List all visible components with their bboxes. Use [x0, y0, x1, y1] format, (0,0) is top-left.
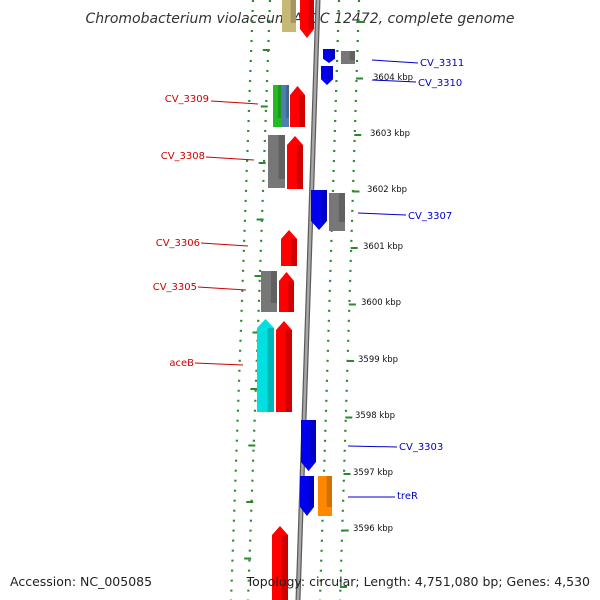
gene-tre-r-blue[interactable] [300, 476, 314, 516]
gene-cv-3307-gray[interactable] [329, 193, 345, 231]
gene-cv-3307-gray-shade [338, 193, 345, 222]
gene-cv-3307-blue-shade [320, 190, 327, 221]
gene-tre-r-blue-shade [308, 476, 314, 507]
gene-label-cv-3303[interactable]: CV_3303 [399, 442, 443, 453]
gene-label-cv-3311[interactable]: CV_3311 [420, 58, 464, 69]
gene-tre-r[interactable] [318, 476, 332, 516]
gene-cv-3309-green-shade [277, 85, 281, 118]
leader-line [347, 445, 398, 448]
topology-text: Topology: circular; Length: 4,751,080 bp… [246, 574, 590, 589]
kbp-tick-label: 3600 kbp [361, 298, 401, 308]
leader-line [205, 156, 255, 161]
leader-line [200, 242, 249, 247]
gene-cv-3306-shade [290, 239, 297, 266]
kbp-tick-label: 3597 kbp [353, 468, 393, 478]
ring-dotted-line [229, 0, 255, 600]
gene-cv-3303[interactable] [301, 420, 316, 471]
kbp-tick-label: 3603 kbp [370, 129, 410, 139]
gene-cv-3308-gray-shade [278, 135, 285, 179]
gene-cv-3310-shade [328, 66, 333, 80]
kbp-tick-label: 3601 kbp [363, 242, 403, 252]
gene-cv-3305-gray[interactable] [261, 271, 277, 312]
leader-line [371, 79, 417, 83]
gene-label-cv-3309[interactable]: CV_3309 [165, 94, 209, 105]
gene-label-ace-b[interactable]: aceB [169, 358, 194, 369]
gene-cv-3309[interactable] [290, 86, 305, 127]
gene-label-tre-r[interactable]: treR [397, 491, 418, 502]
accession-text: Accession: NC_005085 [10, 574, 152, 589]
gene-tre-r-shade [326, 476, 332, 507]
gene-label-cv-3307[interactable]: CV_3307 [408, 211, 452, 222]
leader-line [197, 286, 247, 291]
gene-label-cv-3305[interactable]: CV_3305 [153, 282, 197, 293]
kbp-tick-label: 3604 kbp [373, 73, 413, 83]
kbp-tick-label: 3602 kbp [367, 185, 407, 195]
leader-line [371, 59, 419, 64]
gene-cv-3311-gray[interactable] [341, 51, 355, 64]
gene-cv-3307-blue[interactable] [311, 190, 327, 230]
leader-line [194, 362, 244, 366]
gene-ace-b-shade [285, 330, 292, 412]
gene-red-bottom[interactable] [272, 526, 288, 600]
gene-labels: CV_3311 CV_3310 CV_3309 CV_3308 CV_3307 … [153, 58, 465, 502]
gene-cv-3309-steel[interactable] [281, 85, 289, 127]
leader-line [210, 100, 259, 105]
gene-label-cv-3310[interactable]: CV_3310 [418, 78, 462, 89]
gene-cv-3310[interactable] [321, 66, 333, 85]
gene-khaki-top-shade [290, 0, 296, 23]
gene-cv-3308-gray[interactable] [268, 135, 285, 188]
kbp-tick-label: 3598 kbp [355, 411, 395, 421]
gene-cv-3311-gray-shade [349, 51, 355, 61]
leader-line [357, 212, 407, 216]
gene-cv-3309-steel-shade [285, 85, 289, 118]
gene-label-cv-3306[interactable]: CV_3306 [156, 238, 200, 249]
gene-features [257, 0, 355, 600]
kbp-tick-label: 3596 kbp [353, 524, 393, 534]
gene-cv-3305-gray-shade [270, 271, 277, 303]
kbp-tick-label: 3599 kbp [358, 355, 398, 365]
gene-ace-b-cyan-shade [267, 328, 274, 412]
gene-cv-3309-shade [299, 95, 305, 127]
gene-cv-3308-shade [296, 145, 303, 189]
gene-cv-3306[interactable] [281, 230, 297, 266]
gene-cv-3309-green[interactable] [273, 85, 281, 127]
gene-cv-3305-shade [288, 281, 294, 312]
kbp-ticks: 3604 kbp 3603 kbp 3602 kbp 3601 kbp 3600… [353, 73, 413, 534]
gene-red-bottom-shade [281, 535, 288, 600]
gene-ace-b[interactable] [276, 321, 292, 412]
gene-cv-3311-blue-shade [330, 49, 335, 59]
gene-cv-3311-blue[interactable] [323, 49, 335, 63]
gene-cv-3305[interactable] [279, 272, 294, 312]
gene-cv-3303-shade [310, 420, 316, 462]
gene-label-cv-3308[interactable]: CV_3308 [161, 151, 205, 162]
ring-dotted-line [338, 0, 361, 600]
gene-ace-b-cyan[interactable] [257, 319, 274, 412]
gene-red-top-shade [308, 0, 314, 29]
gene-khaki-top[interactable] [282, 0, 296, 32]
ring-dotted-line [246, 0, 272, 600]
gene-red-top[interactable] [300, 0, 314, 38]
gene-cv-3308[interactable] [287, 136, 303, 189]
